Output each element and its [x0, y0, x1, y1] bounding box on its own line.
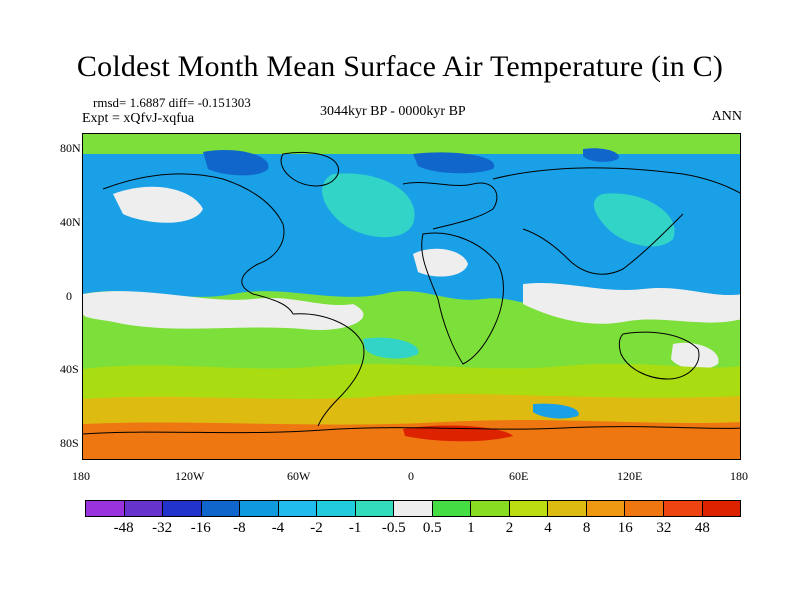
- colorbar-box: [86, 501, 125, 516]
- deep-cool-patch: [413, 152, 495, 174]
- colorbar-box: [586, 501, 626, 516]
- colorbar-tick-label: -8: [233, 520, 246, 536]
- lat-label-40n: 40N: [60, 215, 81, 229]
- colorbar-tick-label: 1: [467, 520, 475, 536]
- experiment-text: Expt = xQfvJ-xqfua: [82, 111, 195, 126]
- colorbar-box: [471, 501, 510, 516]
- colorbar: [85, 500, 741, 517]
- lat-label-80s: 80S: [60, 436, 79, 450]
- neutral-patch: [523, 282, 740, 324]
- deep-cool-patch: [583, 148, 619, 162]
- colorbar-tick-label: 4: [544, 520, 552, 536]
- stats-text: rmsd= 1.6887 diff= -0.151303: [93, 95, 251, 110]
- coastlines: [83, 151, 740, 435]
- lat-label-80n: 80N: [60, 141, 81, 155]
- colorbar-tick-label: 32: [656, 520, 672, 536]
- colorbar-box: [394, 501, 433, 516]
- greenland-coast: [280, 151, 339, 187]
- colorbar-tick-label: -16: [190, 520, 211, 536]
- colorbar-tick-label: 0.5: [422, 520, 442, 536]
- lon-label-180e: 180: [730, 469, 748, 483]
- cool-light-patch: [593, 193, 675, 247]
- colorbar-box: [240, 501, 279, 516]
- lon-label-60w: 60W: [287, 469, 311, 483]
- colorbar-tick-label: -2: [310, 520, 323, 536]
- lon-label-120w: 120W: [175, 469, 205, 483]
- australia-coast: [618, 331, 700, 380]
- colorbar-box: [163, 501, 202, 516]
- colorbar-box: [432, 501, 472, 516]
- colorbar-tick-label: 16: [617, 520, 633, 536]
- cool-southern-patch: [533, 403, 579, 419]
- season-label: ANN: [711, 109, 742, 124]
- colorbar-box: [124, 501, 164, 516]
- colorbar-tick-label: -1: [348, 520, 362, 536]
- lat-label-40s: 40S: [60, 362, 79, 376]
- colorbar-tick-label: 8: [582, 520, 591, 536]
- colorbar-box: [201, 501, 241, 516]
- hottest-patch: [403, 425, 513, 442]
- north-america-coast: [102, 173, 294, 315]
- colorbar-box: [509, 501, 549, 516]
- south-america-coast: [292, 313, 365, 427]
- colorbar-box: [317, 501, 356, 516]
- colorbar-tick-label: -32: [152, 520, 173, 536]
- period-text: 3044kyr BP - 0000kyr BP: [320, 104, 466, 119]
- colorbar-box: [702, 501, 741, 516]
- colorbar-box: [355, 501, 395, 516]
- colorbar-box: [548, 501, 587, 516]
- neutral-patch: [671, 342, 719, 370]
- deep-cool-patch: [203, 149, 269, 176]
- map-title: Coldest Month Mean Surface Air Temperatu…: [76, 50, 724, 83]
- europe-coast: [402, 182, 498, 230]
- lon-label-120e: 120E: [617, 469, 643, 483]
- africa-coast: [421, 232, 504, 365]
- lon-label-0: 0: [408, 469, 414, 483]
- temperature-map: [82, 133, 741, 460]
- colorbar-box: [278, 501, 318, 516]
- cool-light-patch: [322, 173, 415, 238]
- lat-label-0: 0: [66, 289, 72, 303]
- antarctica-coast: [83, 426, 740, 435]
- colorbar-tick-label: -48: [113, 520, 134, 536]
- lon-label-180w: 180: [72, 469, 90, 483]
- neutral-patch: [83, 291, 364, 330]
- neutral-patch: [113, 186, 203, 223]
- colorbar-tick-label: 48: [694, 520, 710, 536]
- cool-southern-patch: [363, 337, 419, 359]
- colorbar-tick-label: 2: [505, 520, 514, 536]
- lon-label-60e: 60E: [509, 469, 529, 483]
- asia-coast: [492, 167, 740, 275]
- colorbar-box: [625, 501, 664, 516]
- colorbar-tick-label: -0.5: [381, 520, 406, 536]
- colorbar-box: [663, 501, 703, 516]
- colorbar-tick-label: -4: [271, 520, 285, 536]
- hot-anomaly-antarctic: [83, 420, 740, 459]
